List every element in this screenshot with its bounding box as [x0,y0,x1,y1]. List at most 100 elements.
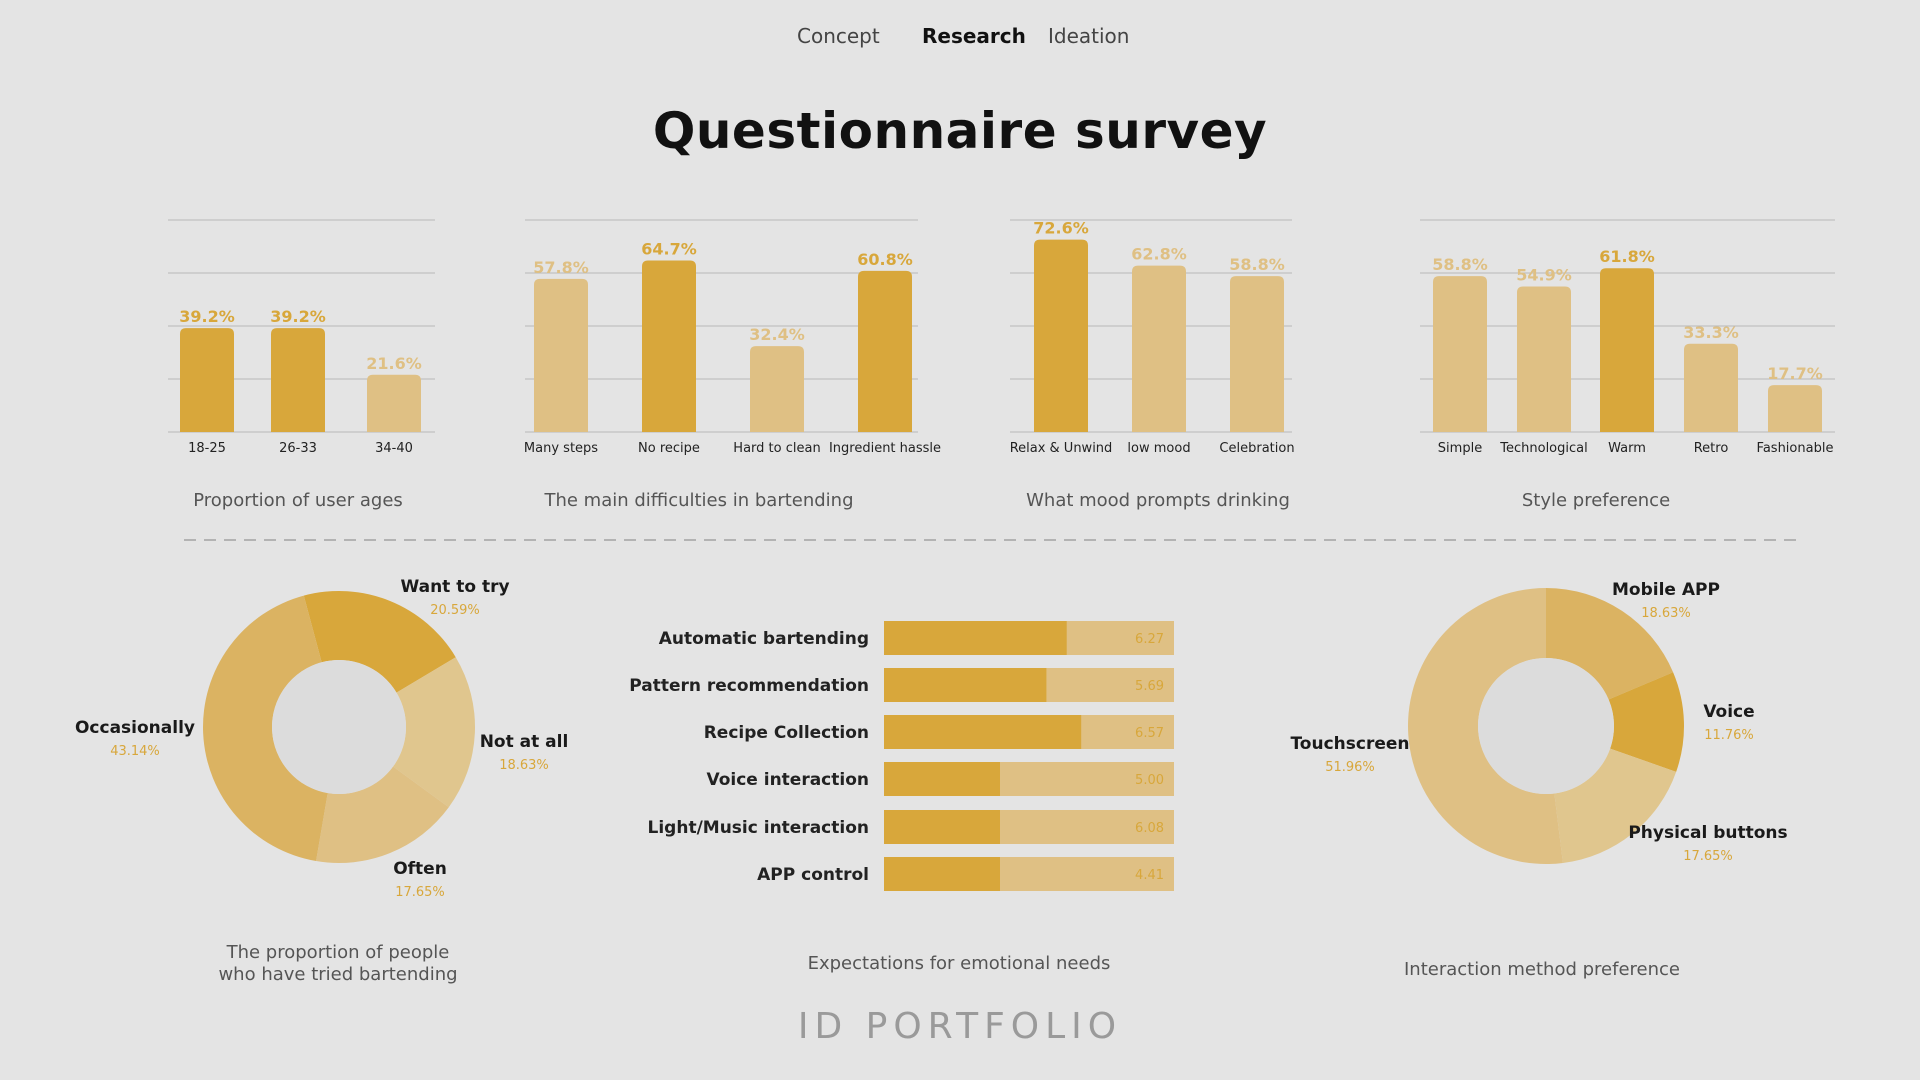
hbar-fill-2 [884,715,1082,749]
donut-label-c4-3: Occasionally [75,718,195,738]
bar-c3-3 [1684,343,1738,432]
bar-tick-label-c3-0: Simple [1438,441,1482,456]
caption-user-ages: Proportion of user ages [193,490,403,511]
hbar-category-label-1: Pattern recommendation [629,676,869,696]
bar-value-label-c1-0: 57.8% [533,258,589,277]
hbar-fill-1 [884,668,1047,702]
caption-tried-line1: The proportion of people [226,942,450,963]
donut-slice-c4-3 [203,595,328,862]
bar-tick-label-c3-2: Warm [1608,441,1646,456]
hbar-fill-5 [884,857,1000,891]
bar-tick-label-c0-0: 18-25 [188,441,226,456]
bar-value-label-c0-0: 39.2% [179,307,235,326]
hbar-fill-3 [884,762,1000,796]
bar-tick-label-c1-3: Ingredient hassle [829,441,941,456]
bar-c0-1 [271,328,325,432]
hbar-fill-4 [884,810,1000,844]
hbar-value-label-3: 5.00 [1135,773,1164,788]
bar-tick-label-c3-3: Retro [1694,441,1729,456]
bar-value-label-c2-0: 72.6% [1033,219,1089,238]
caption-mood: What mood prompts drinking [1026,490,1290,511]
hbar-category-label-2: Recipe Collection [704,723,869,743]
donut-label-c4-2: Often [393,859,447,879]
bar-c2-0 [1034,239,1088,432]
nav-tab-concept[interactable]: Concept [797,24,880,48]
bar-c3-0 [1433,276,1487,432]
donut-hole-c4 [272,660,406,794]
hbar-value-label-0: 6.27 [1135,632,1164,647]
hbar-category-label-3: Voice interaction [706,770,869,790]
bar-c3-2 [1600,268,1654,432]
caption-tried-line2: who have tried bartending [218,964,458,985]
bar-tick-label-c1-2: Hard to clean [733,441,820,456]
donut-label-c6-2: Physical buttons [1628,823,1787,843]
donut-slice-c4-1 [393,657,475,808]
bar-value-label-c1-2: 32.4% [749,325,805,344]
bar-tick-label-c1-0: Many steps [524,441,598,456]
bar-c1-2 [750,346,804,432]
hbar-fill-0 [884,621,1067,655]
bar-value-label-c3-0: 58.8% [1432,255,1488,274]
nav-tab-research[interactable]: Research [922,24,1026,48]
donut-value-c4-3: 43.14% [110,744,160,759]
donut-slice-c4-0 [303,591,456,693]
donut-value-c6-3: 51.96% [1325,760,1375,775]
bar-tick-label-c2-1: low mood [1127,441,1190,456]
hbar-category-label-4: Light/Music interaction [648,818,869,838]
bar-value-label-c0-1: 39.2% [270,307,326,326]
donut-slice-c6-1 [1608,672,1684,772]
bar-c1-0 [534,278,588,432]
donut-value-c6-1: 11.76% [1704,728,1754,743]
donut-slice-c4-2 [316,766,449,863]
bar-c1-1 [642,260,696,432]
donut-value-c6-2: 17.65% [1683,849,1733,864]
donut-label-c6-1: Voice [1703,702,1754,722]
bar-c0-2 [367,374,421,432]
caption-interaction-method: Interaction method preference [1404,959,1680,980]
bar-value-label-c3-2: 61.8% [1599,247,1655,266]
donut-value-c6-0: 18.63% [1641,606,1691,621]
hbar-value-label-4: 6.08 [1135,821,1164,836]
bar-tick-label-c3-4: Fashionable [1757,441,1834,456]
top-nav: Concept Research Ideation [0,24,1920,54]
bar-value-label-c3-4: 17.7% [1767,364,1823,383]
hbar-value-label-5: 4.41 [1135,868,1164,883]
donut-value-c4-1: 18.63% [499,758,549,773]
donut-hole-c6 [1478,658,1614,794]
caption-difficulties: The main difficulties in bartending [544,490,854,511]
donut-slice-c6-3 [1408,588,1563,864]
caption-style: Style preference [1521,490,1671,511]
hbar-value-label-2: 6.57 [1135,726,1164,741]
hbar-value-label-1: 5.69 [1135,679,1164,694]
bar-tick-label-c3-1: Technological [1499,441,1587,456]
bar-value-label-c3-1: 54.9% [1516,266,1572,285]
bar-tick-label-c2-0: Relax & Unwind [1010,441,1113,456]
hbar-category-label-0: Automatic bartending [659,629,869,649]
nav-tab-ideation[interactable]: Ideation [1048,24,1130,48]
donut-value-c4-2: 17.65% [395,885,445,900]
bar-tick-label-c2-2: Celebration [1219,441,1294,456]
donut-label-c4-0: Want to try [400,577,509,597]
bar-value-label-c1-1: 64.7% [641,240,697,259]
bar-tick-label-c1-1: No recipe [638,441,700,456]
bar-value-label-c2-1: 62.8% [1131,245,1187,264]
bar-value-label-c0-2: 21.6% [366,354,422,373]
caption-tried-bartending: The proportion of people who have tried … [198,942,478,986]
bar-tick-label-c0-2: 34-40 [375,441,413,456]
donut-value-c4-0: 20.59% [430,603,480,618]
page-title: Questionnaire survey [652,102,1268,160]
hbar-category-label-5: APP control [757,865,869,885]
bar-c0-0 [180,328,234,432]
donut-label-c4-1: Not at all [480,732,569,752]
bar-c3-4 [1768,385,1822,432]
bar-c1-3 [858,270,912,432]
bar-c2-1 [1132,265,1186,432]
bar-value-label-c3-3: 33.3% [1683,323,1739,342]
bar-c2-2 [1230,276,1284,432]
bar-c3-1 [1517,286,1571,432]
donut-label-c6-0: Mobile APP [1612,580,1720,600]
bar-tick-label-c0-1: 26-33 [279,441,317,456]
portfolio-footer: ID PORTFOLIO [797,1006,1123,1047]
bar-value-label-c1-3: 60.8% [857,250,913,269]
